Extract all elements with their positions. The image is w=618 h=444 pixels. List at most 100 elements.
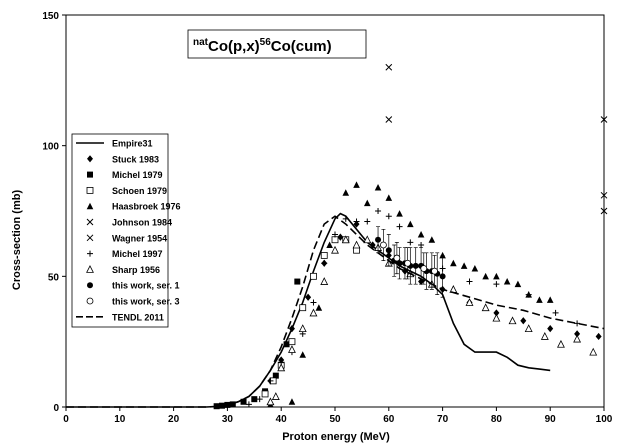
point — [326, 241, 333, 248]
legend-label: TENDL 2011 — [112, 312, 164, 322]
legend-label: Wagner 1954 — [112, 233, 167, 243]
point — [363, 199, 371, 207]
point — [288, 325, 295, 333]
point — [481, 303, 490, 312]
line-tendl-2011 — [66, 215, 605, 408]
point — [375, 208, 382, 214]
legend-item-michel-1997: Michel 1997 — [87, 249, 163, 259]
point — [547, 325, 554, 333]
point — [600, 207, 608, 215]
y-tick-label: 0 — [53, 403, 59, 414]
point — [298, 324, 307, 333]
point — [353, 218, 360, 225]
point — [482, 272, 489, 280]
point — [315, 304, 323, 311]
point — [305, 293, 312, 301]
legend-swatch — [87, 155, 93, 163]
point — [396, 260, 403, 267]
point — [595, 332, 602, 341]
legend-label: this work, ser. 1 — [112, 281, 180, 291]
x-tick-label: 60 — [383, 414, 395, 425]
title-part-2: Co(cum) — [271, 38, 332, 55]
point — [229, 401, 236, 408]
point — [546, 296, 554, 303]
point — [508, 316, 517, 325]
legend-label: Sharp 1956 — [112, 265, 160, 275]
point — [331, 245, 339, 254]
legend-label: Empire31 — [112, 139, 153, 149]
point — [407, 220, 414, 228]
point — [294, 278, 301, 285]
point — [540, 332, 549, 340]
point — [342, 215, 349, 222]
x-tick-label: 50 — [329, 414, 341, 425]
legend-item-empire31: Empire31 — [76, 139, 153, 149]
point — [600, 191, 608, 199]
point — [552, 309, 559, 316]
point — [418, 241, 425, 248]
legend-item-tendl-2011: TENDL 2011 — [76, 312, 164, 322]
x-tick-label: 80 — [491, 414, 503, 425]
chart-title: natCo(p,x)56Co(cum) — [193, 37, 332, 55]
x-tick-label: 40 — [276, 414, 288, 425]
point — [267, 377, 274, 384]
point — [420, 265, 428, 272]
x-tick-label: 30 — [222, 414, 234, 425]
plot-area — [66, 63, 608, 410]
point — [431, 267, 438, 275]
legend-label: Schoen 1979 — [112, 186, 167, 196]
x-tick-label: 20 — [168, 414, 180, 425]
point — [466, 278, 473, 285]
point — [342, 189, 350, 196]
chart-title-box: natCo(p,x)56Co(cum) — [187, 29, 367, 59]
legend-label: Michel 1979 — [112, 170, 163, 180]
x-tick-label: 90 — [545, 414, 557, 425]
legend-swatch — [86, 265, 94, 273]
legend-item-haasbroek-1976: Haasbroek 1976 — [86, 202, 181, 212]
point — [449, 285, 458, 293]
legend-swatch — [87, 171, 93, 178]
point — [385, 194, 393, 201]
y-tick-label: 50 — [48, 272, 60, 283]
title-part-1: Co(p,x) — [208, 38, 260, 55]
legend-item-michel-1979: Michel 1979 — [87, 170, 163, 180]
legend-item-wagner-1954: Wagner 1954 — [86, 233, 167, 243]
point — [493, 272, 500, 280]
point — [299, 304, 307, 312]
x-tick-label: 70 — [437, 414, 449, 425]
point — [412, 262, 419, 269]
title-sup-nat: nat — [193, 37, 209, 48]
point — [288, 398, 296, 405]
point — [393, 254, 401, 262]
point — [428, 236, 436, 243]
point — [321, 260, 328, 267]
point — [524, 324, 533, 333]
legend-swatch — [86, 297, 94, 305]
legend-item-sharp-1956: Sharp 1956 — [86, 265, 160, 275]
point — [492, 313, 501, 322]
point — [341, 235, 350, 244]
point — [417, 231, 425, 238]
point — [385, 63, 393, 71]
point — [353, 181, 360, 188]
legend-swatch — [86, 186, 94, 194]
point — [299, 351, 307, 358]
point — [272, 372, 279, 379]
point — [240, 398, 247, 405]
point — [320, 252, 328, 259]
point — [245, 401, 252, 408]
point — [332, 231, 338, 238]
point — [589, 347, 598, 356]
series-haasbroek-1976 — [267, 181, 554, 408]
point — [310, 299, 317, 306]
point — [288, 338, 296, 346]
point — [573, 334, 582, 343]
point — [320, 277, 329, 285]
legend-swatch — [86, 234, 94, 242]
point — [271, 392, 280, 400]
point — [380, 241, 387, 249]
point — [396, 223, 403, 230]
point — [369, 241, 376, 249]
point — [407, 239, 414, 246]
